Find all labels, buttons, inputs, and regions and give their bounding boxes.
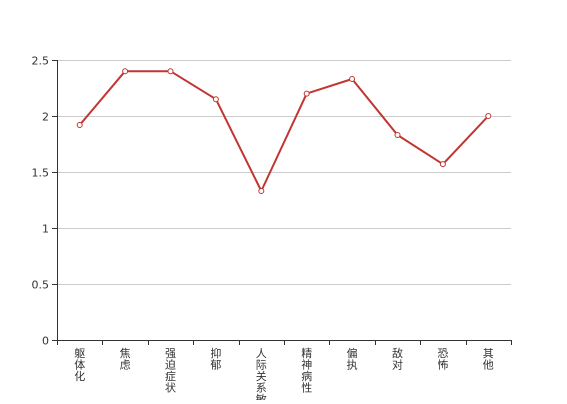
x-tick-label: 精神病性 [301, 347, 312, 395]
x-tick-label-char: 关 [256, 369, 267, 383]
x-tick-label-char: 症 [165, 369, 176, 383]
y-tick-label: 2 [42, 111, 49, 124]
x-tick-label-char: 敌 [392, 346, 403, 360]
x-tick-label-char: 体 [74, 358, 85, 372]
x-tick-label: 敌对 [392, 346, 403, 372]
x-tick-label: 抑郁 [210, 346, 221, 372]
y-tick-label: 1.5 [32, 167, 50, 180]
data-point [122, 68, 129, 75]
y-tick-label: 1 [42, 223, 49, 236]
y-tick-label: 2.5 [32, 55, 50, 68]
x-tick-label-char: 强 [165, 347, 176, 360]
data-point [303, 90, 310, 97]
x-tick-label-char: 其 [483, 347, 494, 360]
x-tick-label-char: 病 [301, 369, 312, 383]
data-point [167, 68, 174, 75]
x-tick-label: 焦虑 [120, 347, 131, 372]
data-point [349, 76, 356, 83]
x-tick-label: 躯体化 [74, 347, 85, 383]
x-tick-label-char: 怖 [437, 358, 448, 372]
x-tick-label: 恐怖 [437, 347, 448, 372]
x-tick-label-char: 躯 [74, 347, 85, 360]
data-point [76, 121, 83, 128]
x-tick-label-char: 他 [483, 359, 494, 372]
x-tick-label-char: 虑 [120, 359, 131, 372]
x-tick-label: 偏执 [347, 346, 358, 372]
x-tick-label-char: 敏 [256, 392, 267, 400]
x-tick-label-char: 抑 [210, 346, 221, 360]
x-tick-label-char: 迫 [165, 358, 176, 372]
x-tick-label-char: 焦 [120, 347, 131, 360]
series-line [78, 70, 490, 192]
data-point [439, 161, 446, 168]
y-tick-label: 0 [42, 335, 49, 348]
data-point [258, 188, 265, 195]
x-tick-label-char: 人 [256, 347, 267, 360]
x-tick-label-char: 执 [347, 358, 358, 372]
data-point [485, 113, 492, 119]
x-tick-label-char: 状 [165, 381, 176, 395]
data-point [394, 132, 401, 139]
x-tick-label-char: 恐 [437, 347, 448, 360]
x-tick-label-char: 际 [256, 359, 267, 372]
x-tick-label: 强迫症状 [165, 347, 176, 395]
y-tick-label: 0.5 [32, 279, 50, 292]
x-tick-label-char: 神 [301, 358, 312, 372]
x-tick-label: 人际关系敏感 [256, 347, 267, 400]
x-tick-label-char: 精 [301, 347, 312, 360]
x-tick-label-char: 性 [301, 381, 312, 395]
x-tick-label-char: 郁 [210, 358, 221, 372]
x-tick-label-char: 系 [256, 382, 267, 395]
x-tick-label-char: 对 [392, 358, 403, 372]
data-point [212, 96, 219, 103]
x-tick-label: 其他 [483, 347, 494, 372]
x-tick-label-char: 化 [74, 369, 85, 383]
x-tick-label-char: 偏 [347, 346, 358, 360]
